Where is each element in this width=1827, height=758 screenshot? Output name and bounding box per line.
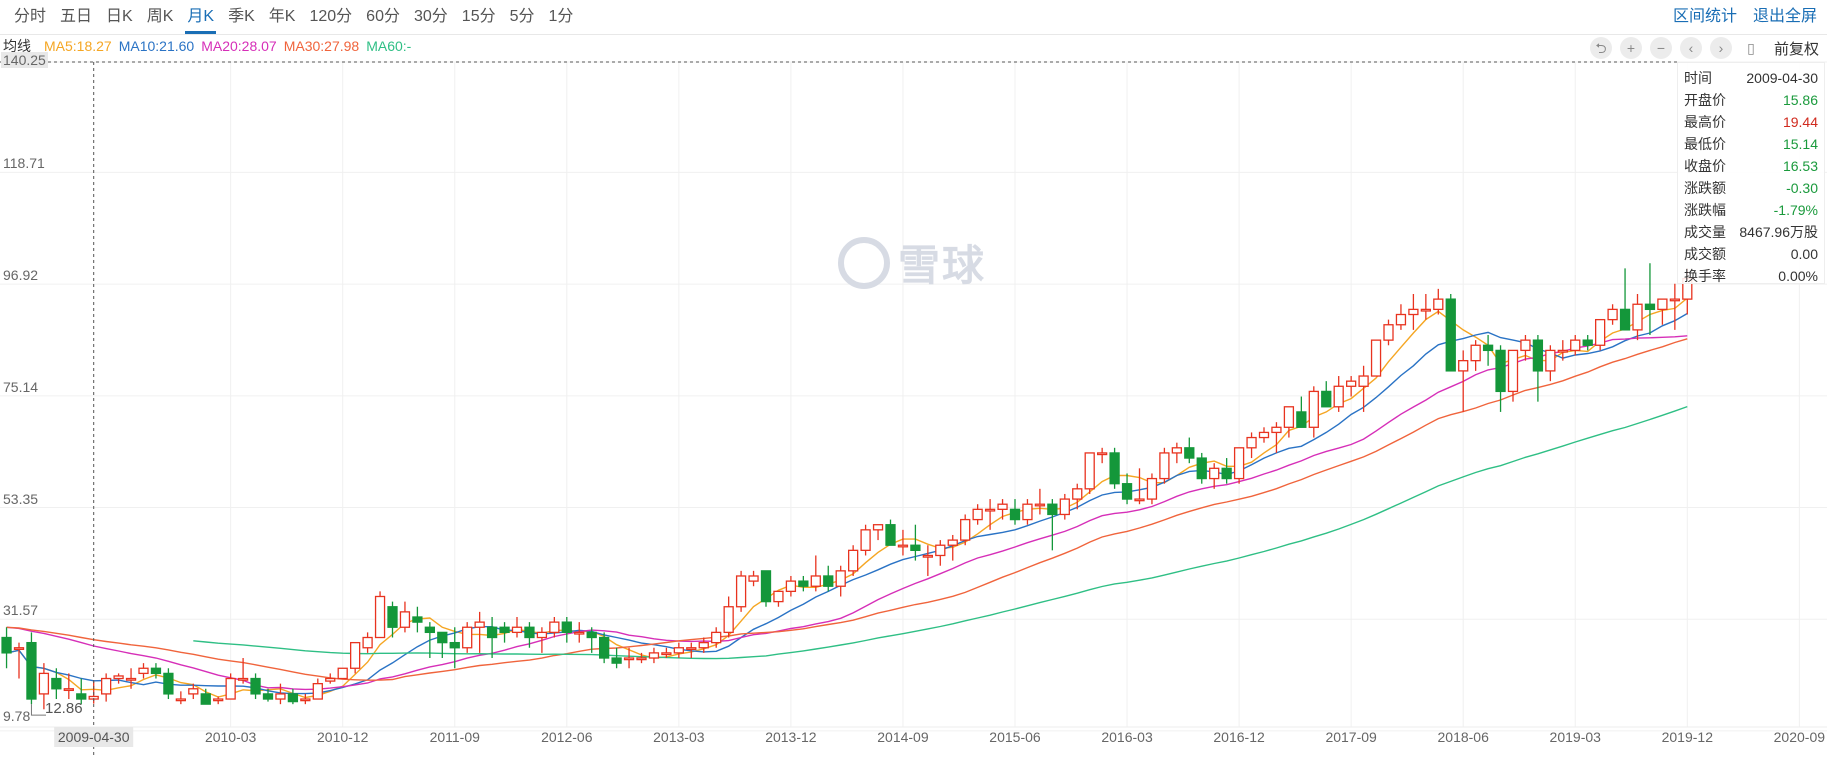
crosshair-date-label: 2009-04-30 <box>53 727 134 747</box>
y-tick-label: 140.25 <box>1 52 48 68</box>
tooltip-row: 最高价 19.44 <box>1684 111 1818 133</box>
tooltip-key: 开盘价 <box>1684 92 1726 108</box>
tooltip-row: 收盘价 16.53 <box>1684 155 1818 177</box>
x-tick-label: 2012-06 <box>541 729 593 745</box>
x-tick-label: 2010-12 <box>316 729 369 745</box>
tooltip-key: 最低价 <box>1684 136 1726 152</box>
tooltip-value: 16.53 <box>1782 158 1818 174</box>
ma-legend-item: MA5:18.27 <box>44 38 112 54</box>
tab-2[interactable]: 日K <box>106 8 133 25</box>
chart-toolbar: ⮌ + − ‹ › ▯ 前复权 <box>1589 37 1819 59</box>
ma-legend-item: MA10:21.60 <box>118 38 195 54</box>
min-price-marker: 12.86 <box>45 700 83 717</box>
tooltip-value: -1.79% <box>1773 202 1818 218</box>
ohlc-tooltip: 时间 2009-04-30 开盘价 15.86 最高价 19.44 最低价 15.14 收盘价 1… <box>1677 62 1825 284</box>
tab-0[interactable]: 分时 <box>14 8 47 25</box>
tooltip-row: 时间 2009-04-30 <box>1684 67 1818 89</box>
tab-11[interactable]: 5分 <box>509 8 535 25</box>
ma-legend-label: 均线 <box>3 38 31 54</box>
y-tick-label: 118.71 <box>3 155 45 172</box>
undo-icon[interactable]: ⮌ <box>1589 37 1612 59</box>
tooltip-row: 成交额 0.00 <box>1684 243 1818 265</box>
tooltip-row: 换手率 0.00% <box>1684 265 1818 287</box>
ma-legend-item: MA30:27.98 <box>283 38 360 54</box>
x-tick-label: 2016-03 <box>1101 729 1153 745</box>
tab-8[interactable]: 60分 <box>366 8 400 25</box>
zoom-in-icon[interactable]: + <box>1619 37 1642 59</box>
candle-type-icon[interactable]: ▯ <box>1747 40 1755 56</box>
tooltip-row: 涨跌额 -0.30 <box>1684 177 1818 199</box>
tooltip-row: 涨跌幅 -1.79% <box>1684 199 1818 221</box>
top-actions: 区间统计 退出全屏 <box>1673 0 1817 35</box>
x-tick-label: 2015-06 <box>989 729 1041 745</box>
moving-average-legend: 均线 MA5:18.27 MA10:21.60 MA20:28.07 MA30:27.… <box>3 36 411 56</box>
tooltip-key: 涨跌额 <box>1684 180 1726 196</box>
period-tabs: 分时 五日 日K 周K 月K 季K 年K 120分 60分 30分 15分 5分 1分 <box>8 0 581 35</box>
scroll-left-icon[interactable]: ‹ <box>1679 37 1702 59</box>
tooltip-value: 0.00 <box>1790 246 1818 262</box>
period-tab-bar: 分时 五日 日K 周K 月K 季K 年K 120分 60分 30分 15分 5分 1分 区间统计 退出全… <box>0 0 1827 35</box>
tooltip-value: 19.44 <box>1782 114 1818 130</box>
tooltip-key: 成交额 <box>1684 246 1726 262</box>
zoom-out-icon[interactable]: − <box>1649 37 1672 59</box>
tab-1[interactable]: 五日 <box>60 8 93 25</box>
tooltip-value: 15.14 <box>1782 136 1818 152</box>
x-tick-label: 2017-09 <box>1325 729 1377 745</box>
tooltip-row: 成交量 8467.96万股 <box>1684 221 1818 243</box>
tab-7[interactable]: 120分 <box>309 8 353 25</box>
y-tick-label: 96.92 <box>3 267 39 284</box>
tooltip-key: 换手率 <box>1684 268 1726 284</box>
tab-10[interactable]: 15分 <box>461 8 496 25</box>
tooltip-value: -0.30 <box>1786 180 1818 196</box>
tooltip-key: 最高价 <box>1684 114 1726 130</box>
x-tick-label: 2014-09 <box>877 729 929 745</box>
tooltip-key: 时间 <box>1684 70 1712 86</box>
ma-legend-item: MA60:- <box>366 38 412 54</box>
y-tick-label: 31.57 <box>3 602 39 619</box>
tab-4[interactable]: 月K <box>181 0 220 35</box>
xueqiu-logo-icon <box>838 236 890 289</box>
scroll-right-icon[interactable]: › <box>1709 37 1732 59</box>
tooltip-key: 成交量 <box>1684 224 1726 240</box>
price-adjust-select[interactable]: 前复权 <box>1773 40 1819 58</box>
tab-9[interactable]: 30分 <box>413 8 448 25</box>
tooltip-value: 15.86 <box>1782 92 1818 108</box>
tooltip-key: 收盘价 <box>1684 158 1726 174</box>
tab-3[interactable]: 周K <box>146 8 174 25</box>
watermark-text: 雪球 <box>898 242 987 289</box>
tooltip-value: 2009-04-30 <box>1746 70 1818 86</box>
x-tick-label: 2016-12 <box>1213 729 1265 745</box>
tooltip-row: 最低价 15.14 <box>1684 133 1818 155</box>
tooltip-key: 涨跌幅 <box>1684 202 1726 218</box>
xueqiu-watermark: 雪球 <box>838 232 986 293</box>
x-tick-label: 2019-12 <box>1661 729 1713 745</box>
exit-fullscreen-link[interactable]: 退出全屏 <box>1752 8 1817 25</box>
x-tick-label: 2019-03 <box>1549 729 1601 745</box>
x-tick-label: 2013-12 <box>765 729 817 745</box>
x-tick-label: 2013-03 <box>653 729 705 745</box>
tooltip-row: 开盘价 15.86 <box>1684 89 1818 111</box>
tab-6[interactable]: 年K <box>268 8 296 25</box>
x-tick-label: 2010-03 <box>204 729 257 745</box>
tab-12[interactable]: 1分 <box>548 8 574 25</box>
x-tick-label: 2020-09 <box>1773 729 1826 745</box>
ma-legend-item: MA20:28.07 <box>201 38 277 54</box>
x-tick-label: 2018-06 <box>1437 729 1489 745</box>
tooltip-value: 8467.96万股 <box>1739 224 1818 240</box>
tab-5[interactable]: 季K <box>228 8 255 25</box>
y-tick-label: 9.78 <box>3 708 31 724</box>
x-tick-label: 2011-09 <box>429 729 480 745</box>
y-tick-label: 53.35 <box>3 490 39 507</box>
tooltip-value: 0.00% <box>1778 268 1818 284</box>
y-tick-label: 75.14 <box>3 378 39 395</box>
range-stats-link[interactable]: 区间统计 <box>1672 8 1737 25</box>
